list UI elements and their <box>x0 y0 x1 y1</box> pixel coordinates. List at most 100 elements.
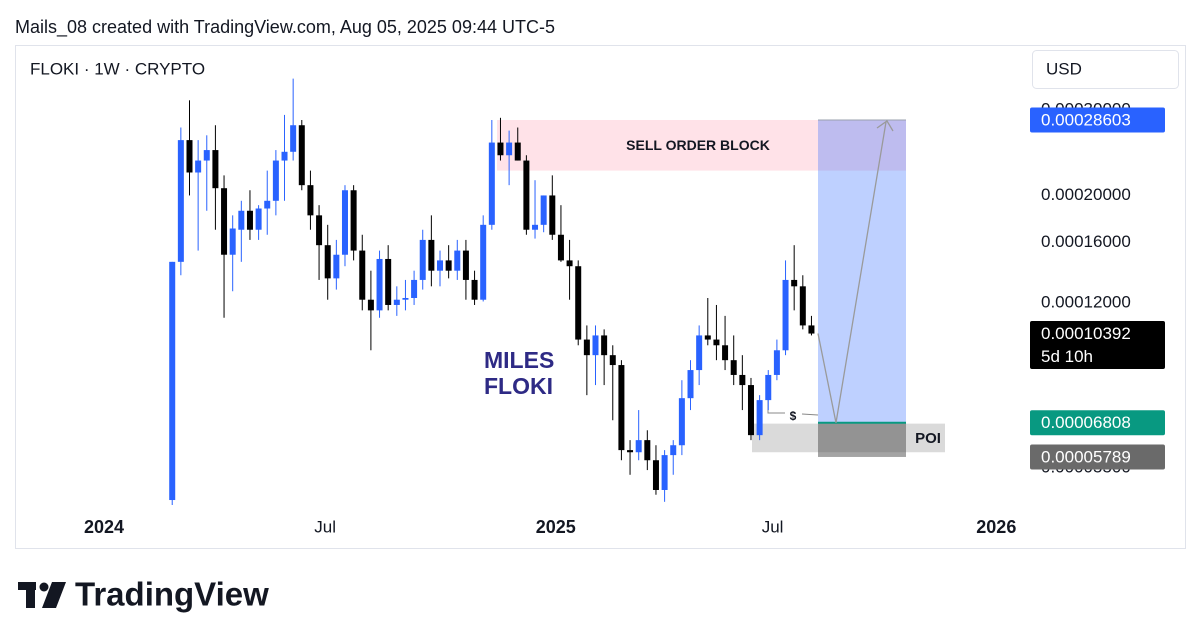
currency-box[interactable] <box>1032 50 1179 89</box>
candle-body <box>488 142 495 225</box>
candle-body <box>722 345 729 361</box>
countdown: 5d 10h <box>1041 347 1093 366</box>
candle-body <box>532 224 539 230</box>
candle-body <box>169 261 176 501</box>
candle-body <box>549 195 556 235</box>
price-badge <box>1030 444 1165 470</box>
plot: SELL ORDER BLOCK POI $2024 Jul 2025 Jul 2026 0.… <box>84 78 1165 537</box>
candle-body <box>601 335 608 356</box>
candle-body <box>506 142 513 156</box>
stop-zone <box>818 422 906 457</box>
candle-body <box>411 279 418 298</box>
zone-label: SELL ORDER BLOCK <box>626 137 770 153</box>
price-badge-label: 0.00010392 <box>1041 324 1131 343</box>
candle-body <box>618 365 625 451</box>
candle-body <box>566 260 573 267</box>
price-badge-label: 0.00028603 <box>1041 110 1131 129</box>
candle-body <box>281 151 288 161</box>
x-tick-label: 2024 <box>84 517 124 537</box>
candle-body <box>523 160 530 230</box>
candle-body <box>696 335 703 371</box>
candle-body <box>402 297 409 300</box>
candle-body <box>229 228 236 255</box>
candle-body <box>652 460 659 490</box>
candle-body <box>272 160 279 201</box>
candle-body <box>445 260 452 271</box>
candle-body <box>437 260 444 271</box>
candle-body <box>635 440 642 453</box>
y-tick-label: 0.00016000 <box>1041 232 1131 251</box>
candle-body <box>756 400 763 436</box>
chart-frame <box>15 45 1186 549</box>
candle-body <box>808 325 815 334</box>
candle-body <box>350 190 357 251</box>
dollar-line <box>801 413 819 416</box>
x-tick-label: Jul <box>314 517 336 536</box>
candle-body <box>264 200 271 209</box>
candle-body <box>307 185 314 216</box>
candle-body <box>739 374 746 386</box>
price-badge <box>1030 410 1165 436</box>
candle-body <box>212 150 219 189</box>
candle-body <box>514 142 521 161</box>
x-tick-label: 2026 <box>976 517 1016 537</box>
candle-body <box>393 299 400 305</box>
dollar-label: $ <box>790 409 797 423</box>
x-tick-label: 2025 <box>536 517 576 537</box>
candle-body <box>255 208 262 230</box>
candle-body <box>678 398 685 446</box>
candle-body <box>195 160 202 173</box>
candle-body <box>376 258 383 311</box>
projection <box>817 121 887 423</box>
zone <box>497 120 906 171</box>
price-badge <box>1030 107 1165 133</box>
candle-body <box>333 254 340 279</box>
candle-body <box>687 370 694 399</box>
brand-logo <box>18 582 66 608</box>
x-tick-label: Jul <box>762 517 784 536</box>
candle-body <box>592 335 599 356</box>
candle-body <box>186 140 193 173</box>
candle-body <box>627 450 634 453</box>
candle-body <box>385 258 392 305</box>
candle-body <box>765 374 772 401</box>
candle-body <box>203 150 210 161</box>
candle-body <box>799 286 806 326</box>
price-badge-label: 0.00006808 <box>1041 413 1131 432</box>
brand: TradingView <box>75 576 269 613</box>
candle-body <box>480 224 487 300</box>
candle-body <box>557 234 564 261</box>
candle-body <box>246 210 253 230</box>
y-tick-label: 0.00012000 <box>1041 293 1131 312</box>
candle-body <box>341 190 348 255</box>
candle-body <box>471 279 478 300</box>
candle-body <box>367 299 374 311</box>
price-badge <box>1030 321 1165 370</box>
y-tick-label: 0.00020000 <box>1041 185 1131 204</box>
projection-head <box>876 120 894 132</box>
candle-body <box>730 360 737 375</box>
candle-body <box>747 385 754 436</box>
candle-body <box>782 279 789 351</box>
price-badge-label: 0.00005789 <box>1041 447 1131 466</box>
candle-body <box>419 239 426 280</box>
candle-body <box>644 440 651 461</box>
candle-body <box>609 355 616 366</box>
candle-body <box>428 239 435 271</box>
header: Mails_08 created with TradingView.com, A… <box>15 17 555 38</box>
candle-body <box>713 339 720 346</box>
candle-body <box>704 335 711 340</box>
candle-body <box>670 445 677 456</box>
symbol: FLOKI · 1W · CRYPTO <box>30 59 205 78</box>
candle-body <box>583 339 590 356</box>
target-zone <box>818 119 906 423</box>
candle-body <box>290 125 297 152</box>
candle-body <box>540 195 547 225</box>
candle-body <box>177 140 184 262</box>
candle-body <box>773 350 780 375</box>
candle-body <box>791 279 798 287</box>
candle-body <box>316 215 323 246</box>
candle-body <box>454 250 461 271</box>
candle-body <box>497 142 504 156</box>
